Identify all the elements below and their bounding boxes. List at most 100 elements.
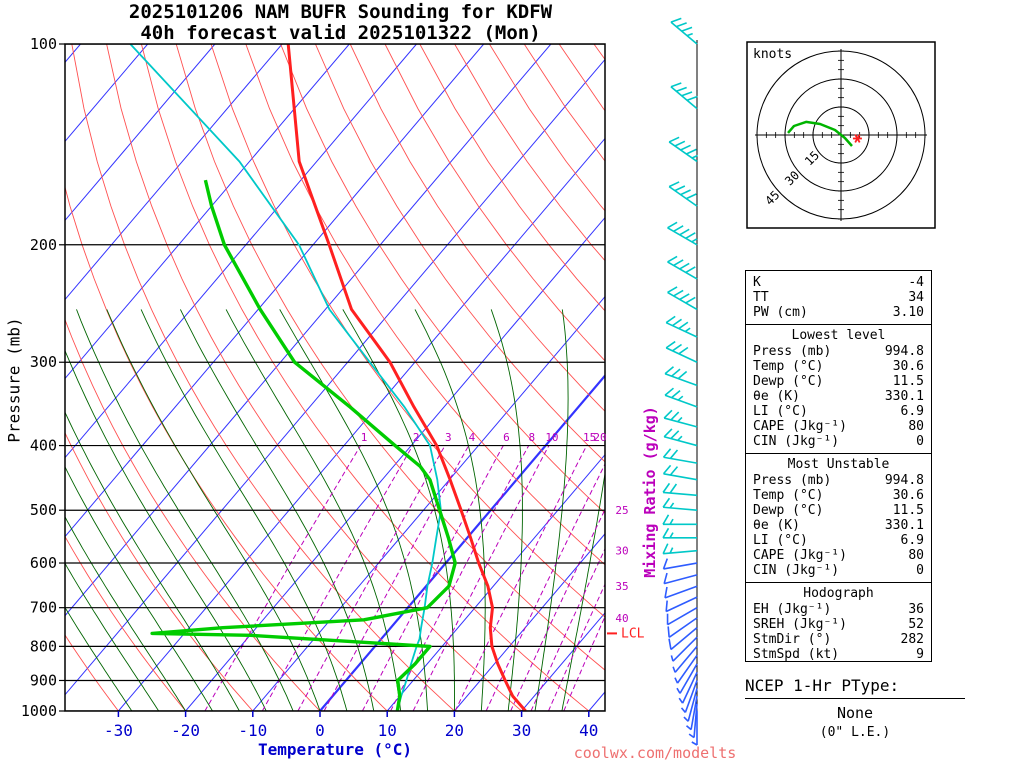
wind-barb bbox=[662, 482, 698, 497]
stat-label: CAPE (Jkg⁻¹) bbox=[753, 548, 847, 563]
stat-row: TT 34 bbox=[746, 290, 931, 305]
stat-label: Press (mb) bbox=[753, 344, 832, 359]
storm-motion-marker bbox=[854, 134, 861, 143]
stat-label: θe (K) bbox=[753, 518, 800, 533]
svg-text:3: 3 bbox=[445, 431, 452, 444]
svg-text:15: 15 bbox=[583, 431, 596, 444]
stat-row: CAPE (Jkg⁻¹) 80 bbox=[746, 548, 931, 563]
temperature-axis-label: Temperature (°C) bbox=[257, 740, 413, 759]
wind-barb bbox=[667, 286, 698, 311]
wind-barb bbox=[688, 703, 698, 739]
stat-value: 80 bbox=[908, 548, 924, 563]
dry-adiabats bbox=[65, 44, 605, 711]
svg-text:6: 6 bbox=[503, 431, 510, 444]
wind-barb bbox=[664, 585, 698, 599]
stat-row: LI (°C) 6.9 bbox=[746, 533, 931, 548]
svg-text:20: 20 bbox=[593, 431, 606, 444]
stat-label: StmSpd (kt) bbox=[753, 647, 840, 662]
isotherms bbox=[65, 44, 605, 711]
wind-barb bbox=[683, 688, 698, 722]
skewt-grid bbox=[65, 44, 605, 711]
wind-barb bbox=[668, 181, 698, 207]
svg-text:-10: -10 bbox=[238, 721, 267, 740]
stat-label: Temp (°C) bbox=[753, 488, 824, 503]
wetbulb-parcel-curve bbox=[129, 44, 442, 711]
svg-text:700: 700 bbox=[30, 599, 57, 617]
wind-barb bbox=[667, 255, 698, 280]
stat-value: 36 bbox=[908, 602, 924, 617]
stat-row: Press (mb) 994.8 bbox=[746, 473, 931, 488]
svg-text:100: 100 bbox=[30, 35, 57, 53]
stat-value: 330.1 bbox=[884, 518, 924, 533]
temperature-tick-labels: -30 -20 -10 0 10 20 30 40 bbox=[104, 711, 598, 740]
pressure-gridlines bbox=[65, 44, 605, 711]
stat-label: StmDir (°) bbox=[753, 632, 832, 647]
wind-barb bbox=[674, 654, 698, 684]
stat-label: LI (°C) bbox=[753, 533, 808, 548]
stats-indices-section: K -4 TT 34 PW (cm) 3.10 bbox=[746, 271, 931, 324]
wind-barb bbox=[672, 645, 698, 673]
wind-barb bbox=[670, 82, 698, 110]
svg-text:500: 500 bbox=[30, 501, 57, 519]
stat-label: θe (K) bbox=[753, 389, 800, 404]
svg-text:4: 4 bbox=[469, 431, 476, 444]
svg-text:300: 300 bbox=[30, 353, 57, 371]
stat-value: 994.8 bbox=[884, 344, 924, 359]
svg-text:30: 30 bbox=[512, 721, 531, 740]
stats-section: Hodograph EH (Jkg⁻¹) 36 SREH (Jkg⁻¹) 52 StmDi… bbox=[746, 582, 931, 662]
svg-text:0: 0 bbox=[315, 721, 325, 740]
stat-row: SREH (Jkg⁻¹) 52 bbox=[746, 617, 931, 632]
wind-barb bbox=[663, 572, 698, 585]
stat-value: 11.5 bbox=[892, 374, 924, 389]
wind-barb bbox=[665, 596, 698, 613]
stat-value: 30.6 bbox=[892, 488, 924, 503]
wind-barb bbox=[662, 558, 698, 570]
svg-text:35: 35 bbox=[615, 580, 628, 593]
stat-row: Dewp (°C) 11.5 bbox=[746, 374, 931, 389]
stat-label: K bbox=[753, 275, 761, 290]
hodograph-trace bbox=[787, 120, 853, 147]
stat-row: Temp (°C) 30.6 bbox=[746, 488, 931, 503]
wind-barb bbox=[665, 340, 698, 363]
svg-text:30: 30 bbox=[615, 545, 628, 558]
stat-value: 52 bbox=[908, 617, 924, 632]
stat-label: SREH (Jkg⁻¹) bbox=[753, 617, 847, 632]
watermark-link[interactable]: coolwx.com/modelts bbox=[573, 744, 737, 762]
wind-barb bbox=[680, 680, 698, 713]
svg-text:600: 600 bbox=[30, 554, 57, 572]
wind-barb bbox=[670, 636, 698, 662]
wind-barb bbox=[663, 428, 698, 447]
wind-barb bbox=[666, 606, 698, 626]
ptype-note: (0" L.E.) bbox=[819, 725, 891, 740]
stat-label: LI (°C) bbox=[753, 404, 808, 419]
svg-text:8: 8 bbox=[528, 431, 535, 444]
svg-text:1000: 1000 bbox=[21, 702, 57, 720]
stat-row: Press (mb) 994.8 bbox=[746, 344, 931, 359]
stat-value: 0 bbox=[916, 563, 924, 578]
svg-text:25: 25 bbox=[615, 504, 628, 517]
stats-section-header: Most Unstable bbox=[787, 457, 890, 472]
wind-barb bbox=[662, 448, 698, 464]
wind-barb bbox=[667, 617, 698, 639]
stat-value: 80 bbox=[908, 419, 924, 434]
stat-row: StmSpd (kt) 9 bbox=[746, 647, 931, 662]
stat-label: Dewp (°C) bbox=[753, 503, 824, 518]
stat-value: 282 bbox=[900, 632, 924, 647]
stat-value: 34 bbox=[908, 290, 924, 305]
chart-title: 2025101206 NAM BUFR Sounding for KDFW 40… bbox=[68, 2, 613, 44]
ptype-heading: NCEP 1-Hr PType: bbox=[745, 676, 965, 699]
wind-barb bbox=[685, 696, 698, 731]
stat-value: 3.10 bbox=[892, 305, 924, 320]
wind-barb bbox=[663, 409, 698, 428]
sounding-curves bbox=[129, 44, 527, 711]
wind-barb-column bbox=[662, 17, 698, 746]
stat-value: 11.5 bbox=[892, 503, 924, 518]
wind-barb bbox=[662, 464, 698, 481]
wind-barb bbox=[691, 711, 698, 746]
svg-text:10: 10 bbox=[378, 721, 397, 740]
stat-value: 6.9 bbox=[900, 404, 924, 419]
